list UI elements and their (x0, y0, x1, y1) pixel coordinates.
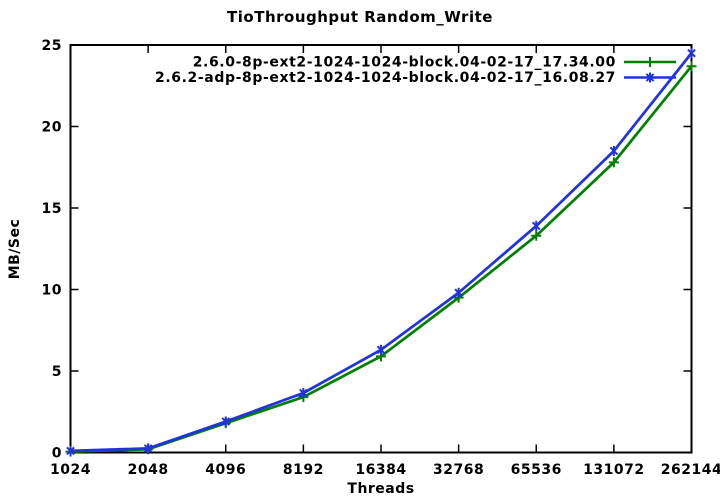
legend-marker-plus-icon (645, 57, 655, 67)
series-line (69, 51, 693, 453)
chart-title: TioThroughput Random_Write (227, 8, 493, 26)
data-point-marker (454, 287, 463, 298)
x-tick-label: 4096 (205, 462, 246, 478)
y-axis-label: MB/Sec (7, 219, 23, 280)
x-tick-label: 2048 (128, 462, 169, 478)
data-point-marker (143, 443, 153, 454)
y-tick-label: 25 (42, 38, 62, 54)
legend-label: 2.6.2-adp-8p-ext2-1024-1024-block.04-02-… (155, 70, 616, 86)
x-tick-label: 131072 (583, 462, 644, 478)
y-tick-label: 0 (52, 446, 62, 462)
legend-marker-star-icon (645, 72, 655, 83)
data-point-marker (531, 230, 542, 241)
y-tick-label: 5 (52, 364, 62, 380)
x-tick-label: 8192 (283, 462, 324, 478)
x-tick-label: 1024 (50, 462, 91, 478)
data-point-marker (376, 344, 386, 355)
legend-label: 2.6.0-8p-ext2-1024-1024-block.04-02-17_1… (193, 55, 616, 71)
x-tick-label: 262144 (661, 462, 720, 478)
plot-area: 2.6.0-8p-ext2-1024-1024-block.04-02-17_1… (42, 38, 720, 478)
x-tick-label: 16384 (355, 462, 406, 478)
data-point-marker (608, 157, 619, 168)
data-point-marker (686, 61, 697, 72)
data-point-marker (687, 48, 696, 59)
data-point-marker (531, 220, 541, 231)
data-point-marker (609, 145, 619, 156)
x-axis-label: Threads (347, 481, 414, 497)
plot-border (69, 44, 693, 454)
data-point-marker (299, 388, 308, 399)
x-tick-label: 32768 (433, 462, 484, 478)
data-point-marker (66, 445, 75, 456)
y-tick-label: 15 (42, 201, 62, 217)
y-tick-label: 10 (42, 283, 62, 299)
series-line (69, 64, 693, 454)
x-tick-label: 65536 (511, 462, 562, 478)
data-point-marker (221, 416, 231, 427)
y-tick-label: 20 (42, 120, 62, 136)
